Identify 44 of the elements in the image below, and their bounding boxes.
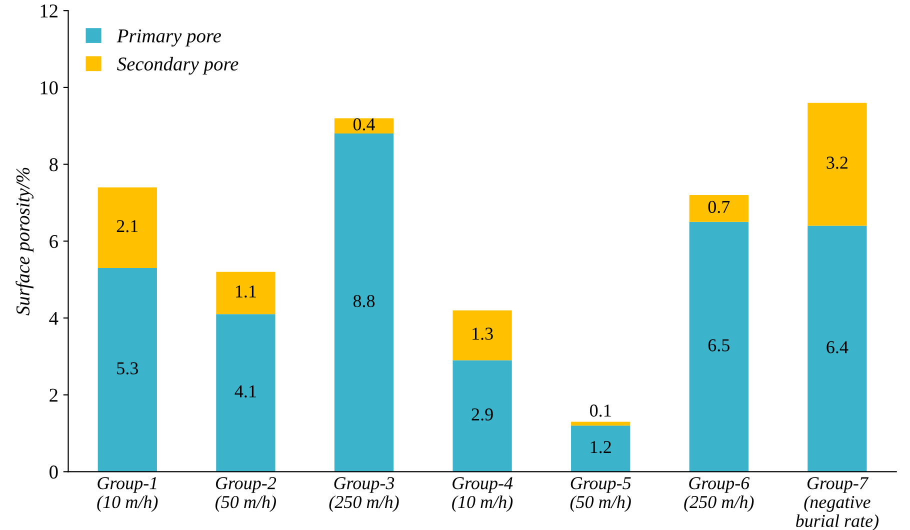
bar [216,272,276,314]
data-label: 3.2 [826,156,848,169]
bar [98,187,157,268]
data-label: 5.3 [117,362,138,374]
data-label: 2.9 [472,408,493,421]
bar [334,118,394,134]
x-tick-label: Group-1 (10 m/h) [97,477,158,512]
data-label: 0.1 [590,404,611,417]
bar [689,222,748,472]
x-tick-label: Group-6 (250 m/h) [684,477,754,512]
bar [452,310,512,360]
bar [334,134,394,472]
legend-label: Primary pore [116,29,222,46]
data-label: 0.7 [708,200,730,214]
data-label: 4.1 [234,385,256,398]
y-tick-label: 12 [40,4,58,18]
x-tick-label: Group-5 (50 m/h) [570,477,631,512]
data-label: 1.3 [472,328,493,340]
x-tick-label: Group-2 (50 m/h) [215,477,276,512]
y-tick-label: 2 [50,388,58,402]
bar [808,102,867,226]
data-label: 6.5 [708,339,730,352]
y-tick-label: 0 [50,466,58,479]
x-tick-label: Group-4 (10 m/h) [452,477,513,512]
bar [452,360,512,472]
data-label: 0.4 [353,118,376,130]
data-label: 2.1 [116,220,138,232]
y-tick-label: 4 [49,312,58,325]
bar [808,226,867,472]
y-tick-label: 10 [40,81,58,94]
bar [98,268,157,472]
legend-label: Secondary pore [117,56,238,75]
bar [689,195,748,222]
bar [571,422,630,426]
y-axis-title: Surface porosity/% [16,168,34,316]
bar [216,314,276,472]
x-tick-label: Group-3 (250 m/h) [329,477,399,512]
y-tick-label: 6 [50,235,58,248]
bar [571,426,630,472]
data-label: 1.1 [236,285,256,298]
data-label: 6.4 [826,341,848,354]
data-label: 8.8 [353,294,375,308]
data-label: 1.2 [590,441,611,454]
y-tick-label: 8 [50,158,58,172]
